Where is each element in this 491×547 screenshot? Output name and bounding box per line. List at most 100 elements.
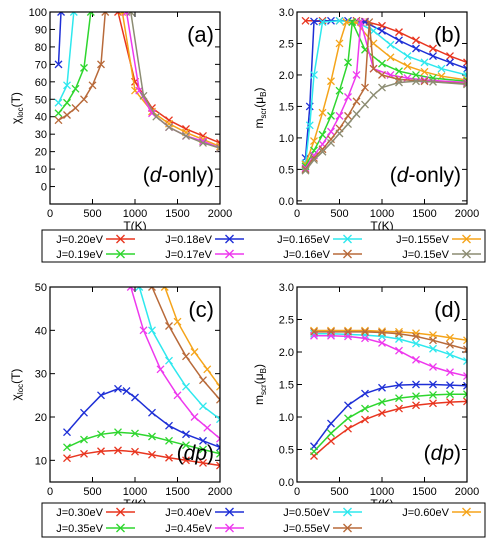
data-point (429, 344, 437, 353)
series-line (313, 393, 467, 452)
legend-entry: J=0.45eV (165, 523, 244, 535)
data-point (126, 12, 135, 16)
data-point (216, 434, 220, 443)
data-point (318, 130, 327, 139)
data-point (429, 52, 437, 61)
data-point (97, 430, 105, 439)
data-point (135, 287, 144, 291)
data-point (156, 365, 165, 374)
series-line (66, 388, 220, 449)
data-point (463, 58, 467, 67)
data-point (114, 446, 122, 455)
data-point (361, 83, 369, 92)
data-point (429, 77, 437, 86)
legend-entry: J=0.20eV (56, 234, 135, 246)
data-point (378, 70, 386, 79)
data-point (149, 125, 156, 132)
data-point (327, 419, 335, 428)
data-point (395, 394, 403, 403)
data-point (55, 134, 62, 141)
data-point (412, 70, 420, 79)
x-tick-label: 500 (83, 208, 101, 220)
data-point (132, 106, 139, 113)
y-tick-label: 2.0 (279, 347, 294, 359)
data-point (446, 333, 454, 342)
data-point (63, 81, 71, 90)
data-point (98, 91, 105, 98)
data-point (395, 78, 403, 87)
y-tick-label: 50 (35, 94, 47, 106)
data-point (190, 413, 199, 421)
data-point (71, 104, 80, 112)
data-point (378, 383, 386, 392)
legend-label: J=0.50eV (283, 507, 330, 519)
data-point (166, 132, 173, 139)
y-tick-label: 0.0 (279, 196, 294, 208)
data-point (327, 77, 335, 86)
data-point (361, 100, 369, 109)
series-3 (160, 287, 220, 391)
data-point (115, 111, 122, 118)
plot-frame (49, 11, 221, 205)
data-point (318, 145, 327, 154)
plot-frame (296, 11, 468, 205)
legend-label: J=0.15eV (402, 249, 449, 261)
data-point (160, 287, 169, 291)
legend-label: J=0.20eV (56, 234, 103, 246)
series-line (66, 431, 220, 455)
data-point (429, 362, 437, 371)
y-tick-label: 1.0 (279, 412, 294, 424)
data-point (69, 12, 78, 16)
x-tick-label: 1500 (165, 208, 189, 220)
legend-label: J=0.19eV (56, 249, 103, 261)
data-point (463, 345, 467, 354)
data-point (356, 18, 365, 27)
data-point (310, 327, 318, 336)
data-point (463, 80, 467, 89)
data-point (57, 12, 66, 16)
legend-entry: J=0.155eV (396, 234, 481, 246)
data-point (335, 111, 344, 120)
chart-panel-0: 0 500 1000 1500 2000 0 10 20 30 40 50 60 70 80 90 100 (a… (9, 7, 232, 233)
data-point (216, 144, 220, 153)
series-10 (55, 101, 224, 155)
legend-label: J=0.45eV (165, 523, 212, 535)
data-point (182, 131, 190, 140)
legend-marker (343, 523, 352, 533)
data-point (80, 449, 88, 458)
data-point (446, 52, 454, 61)
data-point (81, 106, 88, 113)
x-tick-label: 1000 (370, 486, 394, 498)
data-point (344, 326, 352, 335)
legend-entry: J=0.17eV (165, 249, 244, 261)
data-point (139, 91, 148, 100)
series-line (57, 12, 62, 65)
data-point (412, 380, 420, 389)
data-point (71, 84, 80, 93)
data-point (173, 391, 182, 400)
data-point (81, 122, 88, 129)
data-point (352, 110, 361, 118)
y-tick-label: 2.0 (279, 70, 294, 82)
data-point (148, 287, 156, 291)
data-point (395, 381, 403, 390)
data-point (318, 18, 327, 27)
x-tick-label: 0 (47, 208, 53, 220)
series-2 (310, 329, 467, 366)
series-3 (301, 18, 467, 169)
data-point (310, 70, 318, 79)
data-point (182, 430, 190, 439)
data-point (89, 118, 96, 125)
legend-entry: J=0.60eV (402, 507, 481, 519)
data-point (403, 52, 412, 61)
data-point (216, 142, 220, 151)
data-point (135, 86, 144, 95)
series-line (314, 329, 467, 342)
legend-marker (225, 249, 234, 259)
series-1 (63, 384, 220, 452)
y-tick-label: 1.5 (279, 101, 294, 113)
data-point (429, 380, 437, 389)
data-point (63, 98, 71, 107)
data-point (361, 327, 369, 336)
